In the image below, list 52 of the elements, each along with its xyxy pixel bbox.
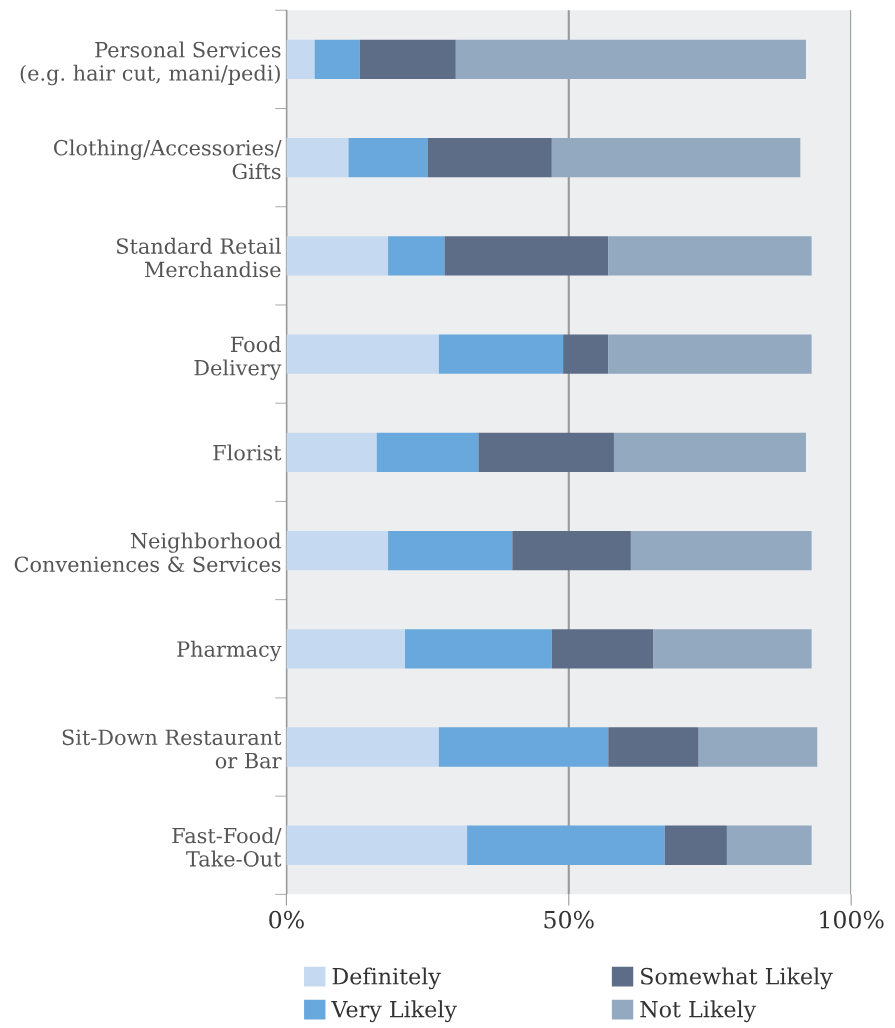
y-tick-label: Standard Retail Merchandise bbox=[116, 237, 281, 278]
x-tick-label: 100% bbox=[820, 910, 884, 929]
bar bbox=[388, 236, 445, 276]
bar bbox=[608, 727, 699, 767]
bar bbox=[653, 629, 812, 669]
legend-label: Somewhat Likely bbox=[641, 967, 833, 990]
y-tick-label: Pharmacy bbox=[177, 640, 282, 662]
bar bbox=[512, 530, 631, 571]
bar bbox=[698, 727, 818, 767]
bar bbox=[359, 39, 456, 80]
bar bbox=[314, 39, 360, 80]
y-tick-label: Florist bbox=[213, 444, 282, 461]
bar bbox=[630, 530, 812, 571]
bar bbox=[438, 727, 609, 767]
bar bbox=[286, 137, 349, 178]
bar bbox=[467, 825, 665, 865]
bar bbox=[726, 825, 812, 865]
bar bbox=[286, 629, 405, 669]
legend-label: Definitely bbox=[332, 967, 441, 990]
y-tick-label: Food Delivery bbox=[194, 336, 282, 380]
y-tick-label: Neighborhood Conveniences & Services bbox=[14, 532, 281, 573]
bar bbox=[286, 727, 439, 767]
legend-label: Not Likely bbox=[640, 1000, 757, 1023]
bar bbox=[388, 530, 513, 571]
y-tick-label: Fast-Food/ Take-Out bbox=[172, 827, 282, 867]
y-tick-label: Sit-Down Restaurant or Bar bbox=[62, 729, 282, 769]
bar bbox=[444, 236, 609, 276]
bar bbox=[613, 432, 806, 472]
bar bbox=[455, 39, 806, 80]
bar bbox=[348, 137, 428, 178]
x-tick-label: 50% bbox=[544, 910, 594, 929]
bar bbox=[405, 629, 552, 669]
bar bbox=[376, 432, 479, 472]
x-tick-label: 0% bbox=[269, 910, 304, 929]
bar bbox=[286, 334, 439, 374]
bar bbox=[478, 432, 614, 472]
bar bbox=[286, 39, 315, 80]
bar bbox=[664, 825, 727, 865]
y-tick-label: Personal Services (e.g. hair cut, mani/pedi) bbox=[20, 41, 281, 86]
bar bbox=[286, 825, 468, 865]
y-tick-label: Clothing/Accessories/ Gifts bbox=[54, 139, 282, 180]
bar bbox=[427, 137, 552, 178]
bar bbox=[286, 432, 377, 472]
bar bbox=[438, 334, 564, 374]
bar bbox=[551, 137, 801, 178]
bar bbox=[551, 629, 654, 669]
legend-label: Very Likely bbox=[331, 1000, 457, 1023]
bar bbox=[608, 334, 812, 374]
bar bbox=[286, 530, 389, 571]
bar bbox=[286, 236, 389, 276]
bar bbox=[608, 236, 812, 276]
bar bbox=[563, 334, 609, 374]
